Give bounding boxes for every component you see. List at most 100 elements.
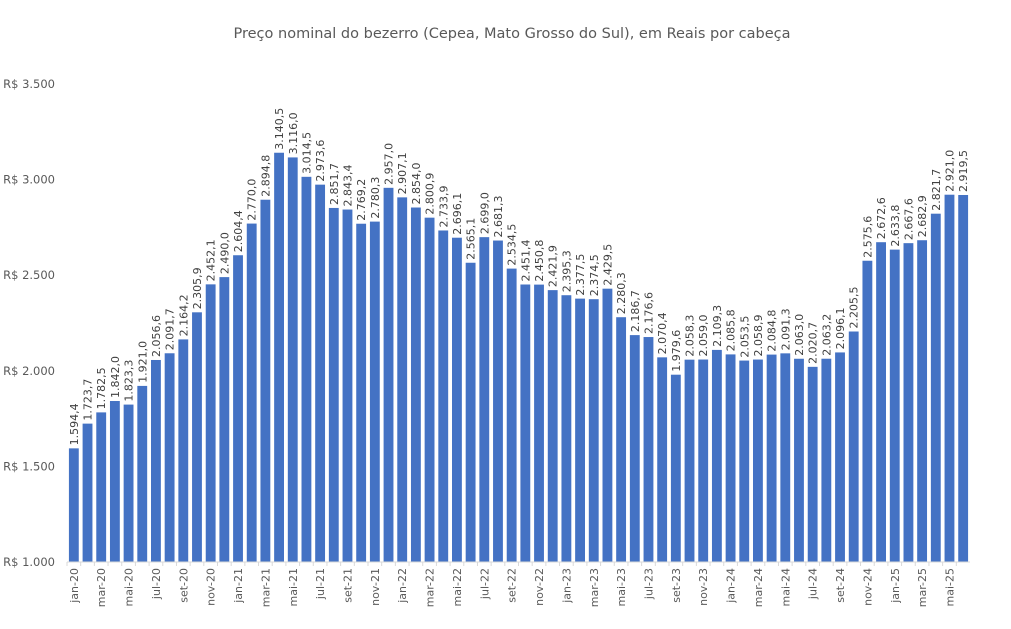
y-tick-label: R$ 3.500: [3, 77, 55, 91]
data-label: 1.723,7: [82, 379, 95, 421]
bars: [68, 152, 969, 563]
bar-abr-23: [602, 288, 613, 562]
data-label: 2.696,1: [451, 193, 464, 235]
x-tick-label: set-24: [834, 568, 847, 603]
data-label: 2.919,5: [957, 150, 970, 192]
bar-ago-24: [821, 358, 832, 562]
x-tick-label: jan-23: [560, 568, 573, 604]
x-tick-label: jul-21: [314, 568, 327, 600]
x-tick-label: mai-24: [779, 568, 792, 606]
data-label: 2.699,0: [478, 192, 491, 234]
x-tick-label: nov-23: [697, 568, 710, 606]
x-tick-label: jan-24: [725, 568, 738, 604]
data-label: 3.014,5: [300, 132, 313, 174]
bar-jul-23: [643, 337, 654, 562]
bar-nov-21: [369, 221, 380, 563]
data-label: 2.451,4: [519, 239, 532, 281]
x-tick-label: nov-22: [533, 568, 546, 606]
bar-jun-25: [958, 194, 969, 563]
bar-out-23: [684, 359, 695, 562]
data-label: 2.851,7: [328, 163, 341, 205]
bar-mar-21: [260, 199, 271, 562]
data-label: 2.053,5: [738, 316, 751, 358]
bar-set-22: [506, 268, 517, 562]
x-tick-label: mar-21: [259, 568, 272, 607]
data-label: 2.973,6: [314, 140, 327, 182]
bar-set-24: [835, 352, 845, 562]
x-tick-label: mar-25: [916, 568, 929, 607]
data-label: 2.800,9: [424, 173, 437, 215]
bar-ago-23: [657, 357, 668, 562]
data-label: 2.450,8: [533, 240, 546, 282]
data-label: 2.957,0: [383, 143, 396, 185]
data-label: 1.782,5: [95, 367, 108, 409]
bar-jul-24: [807, 366, 818, 562]
bar-dez-20: [219, 277, 230, 562]
data-label: 1.842,0: [109, 356, 122, 398]
bar-fev-23: [575, 298, 585, 562]
data-label: 2.058,3: [684, 315, 697, 357]
bar-ago-21: [328, 207, 339, 562]
data-label: 2.305,9: [191, 267, 204, 309]
bar-nov-22: [534, 284, 544, 562]
bar-out-24: [848, 331, 859, 562]
data-label: 2.821,7: [930, 169, 943, 211]
bar-abr-25: [930, 213, 941, 562]
bar-jun-22: [465, 262, 476, 562]
bar-out-20: [192, 312, 202, 562]
data-label: 2.843,4: [341, 165, 354, 207]
data-label: 2.084,8: [766, 310, 779, 352]
x-tick-label: nov-24: [861, 568, 874, 606]
data-label: 2.733,9: [437, 185, 450, 227]
x-tick-label: jul-23: [642, 568, 655, 600]
bar-mar-24: [753, 359, 763, 562]
x-tick-label: jan-22: [396, 568, 409, 604]
bar-jan-21: [233, 255, 243, 563]
data-label: 2.604,4: [232, 210, 245, 252]
data-label: 2.421,9: [547, 245, 560, 287]
data-label: 2.667,6: [902, 198, 915, 240]
bar-dez-22: [547, 290, 558, 562]
x-tick-label: set-21: [341, 568, 354, 603]
bar-nov-23: [698, 359, 709, 562]
data-label: 2.058,9: [752, 315, 765, 357]
data-label: 2.063,2: [820, 314, 833, 356]
bar-mai-25: [944, 194, 955, 562]
data-label: 2.565,1: [465, 218, 478, 260]
data-label: 2.534,5: [506, 224, 519, 266]
bar-jun-23: [629, 335, 640, 562]
x-tick-label: set-20: [177, 568, 190, 603]
data-label: 2.109,3: [711, 305, 724, 347]
data-label: 2.091,7: [164, 308, 177, 350]
bar-jul-21: [315, 184, 326, 562]
bar-dez-23: [711, 349, 722, 562]
data-label: 3.140,5: [273, 108, 286, 150]
bar-mai-20: [123, 404, 134, 562]
bar-out-22: [520, 284, 531, 562]
bar-mai-21: [287, 157, 298, 562]
data-label: 1.823,3: [123, 360, 136, 402]
y-tick-label: R$ 1.000: [3, 555, 55, 569]
data-label: 2.096,1: [834, 307, 847, 349]
data-label: 2.091,3: [779, 308, 792, 350]
data-label: 2.176,6: [642, 292, 655, 334]
bar-fev-25: [903, 243, 914, 562]
bar-mar-22: [424, 217, 435, 563]
y-tick-label: R$ 2.000: [3, 364, 55, 378]
x-tick-label: mar-24: [752, 568, 765, 607]
x-tick-label: mar-20: [95, 568, 108, 607]
bar-mar-25: [917, 240, 928, 562]
data-label: 2.769,2: [355, 179, 368, 221]
bar-abr-20: [109, 401, 120, 562]
bar-nov-24: [862, 260, 873, 562]
data-label: 2.429,5: [601, 244, 614, 286]
x-tick-label: mar-23: [588, 568, 601, 607]
x-tick-label: mai-22: [451, 568, 464, 606]
x-tick-label: mai-23: [615, 568, 628, 606]
bar-abr-22: [438, 230, 449, 562]
bar-jan-23: [561, 295, 572, 562]
x-tick-label: jan-25: [889, 568, 902, 604]
y-axis: R$ 1.000 R$ 1.500 R$ 2.000 R$ 2.500 R$ 3.000…: [3, 77, 55, 569]
data-label: 2.633,8: [889, 205, 902, 247]
data-label: 2.452,1: [205, 239, 218, 281]
